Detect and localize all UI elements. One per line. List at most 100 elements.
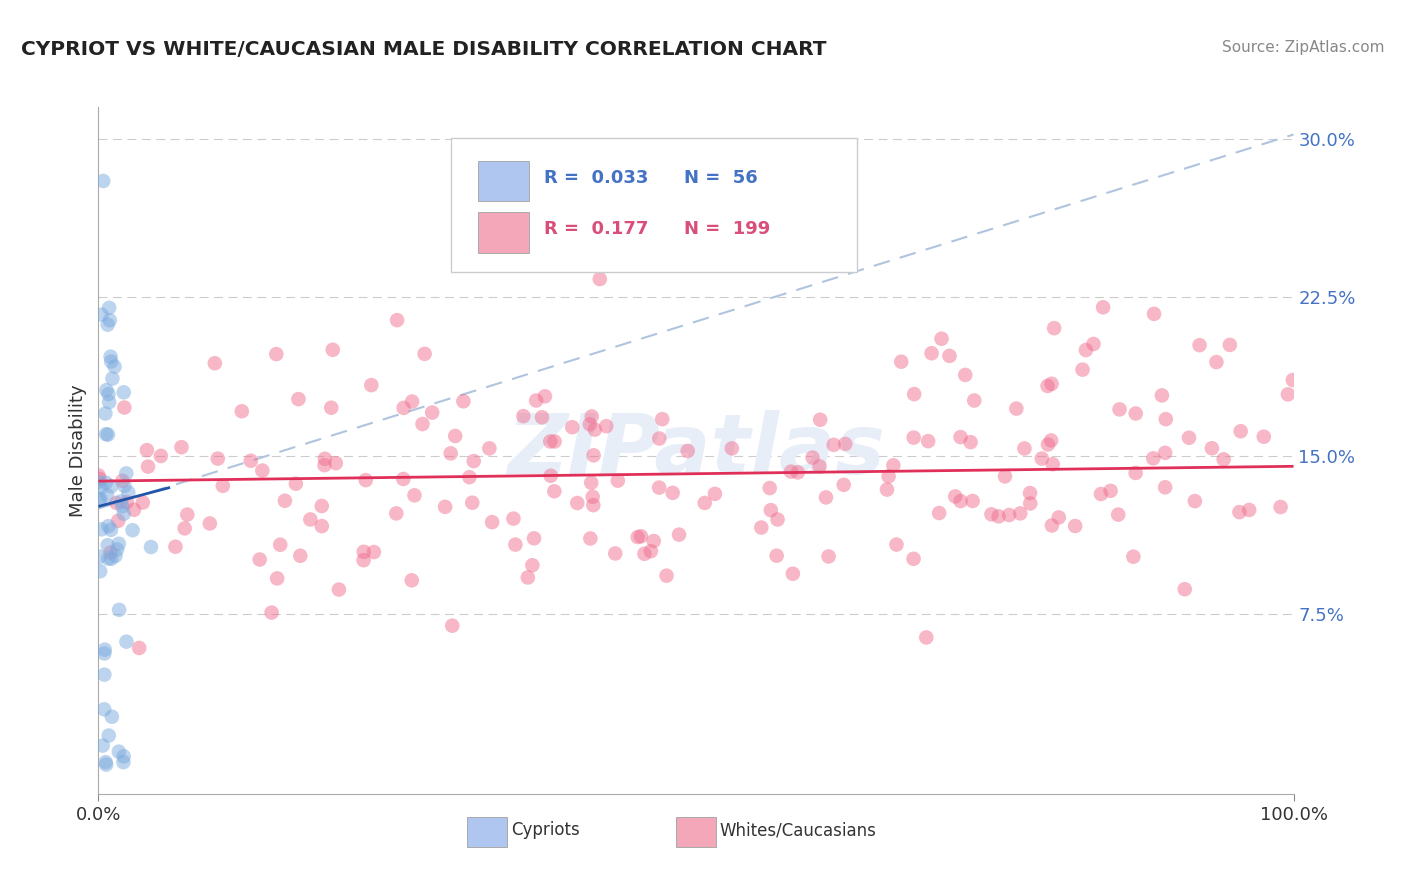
Point bbox=[582, 490, 605, 504]
Point bbox=[1092, 300, 1115, 314]
Point bbox=[1150, 388, 1173, 402]
Point bbox=[149, 449, 172, 463]
FancyBboxPatch shape bbox=[451, 138, 858, 272]
Point bbox=[651, 412, 673, 426]
Text: Cypriots: Cypriots bbox=[510, 822, 579, 839]
Text: ZIPatlas: ZIPatlas bbox=[508, 410, 884, 491]
Point bbox=[1154, 412, 1177, 426]
Point bbox=[98, 395, 121, 409]
Point bbox=[633, 547, 655, 561]
Point bbox=[589, 272, 612, 286]
Point bbox=[1036, 437, 1059, 451]
Point bbox=[1212, 452, 1234, 467]
Point bbox=[890, 355, 912, 369]
Point bbox=[1125, 466, 1147, 480]
Point bbox=[703, 487, 725, 501]
Point bbox=[207, 451, 229, 466]
Point bbox=[122, 503, 145, 517]
Point bbox=[105, 496, 128, 510]
Point bbox=[766, 512, 789, 526]
Point bbox=[94, 407, 117, 421]
Point bbox=[543, 434, 565, 449]
Point bbox=[363, 545, 385, 559]
Point bbox=[1143, 307, 1166, 321]
Point bbox=[786, 466, 808, 480]
Point bbox=[385, 313, 408, 327]
Point bbox=[107, 745, 129, 759]
Point bbox=[959, 435, 981, 450]
Point bbox=[693, 496, 716, 510]
Point bbox=[987, 509, 1010, 524]
Text: R =  0.033: R = 0.033 bbox=[544, 169, 648, 186]
Point bbox=[814, 491, 837, 505]
Point bbox=[249, 552, 271, 566]
Point bbox=[100, 523, 122, 537]
Point bbox=[758, 481, 780, 495]
Point bbox=[101, 371, 124, 385]
Point bbox=[100, 545, 122, 559]
Point bbox=[903, 387, 925, 401]
Point bbox=[411, 417, 433, 431]
Point bbox=[917, 434, 939, 449]
Point bbox=[274, 493, 297, 508]
Point bbox=[91, 739, 114, 753]
Point bbox=[93, 702, 115, 716]
Point bbox=[749, 520, 772, 534]
Point bbox=[606, 474, 628, 488]
Point bbox=[461, 496, 484, 510]
Point bbox=[266, 347, 288, 361]
Point bbox=[211, 479, 233, 493]
Point bbox=[915, 631, 938, 645]
Point bbox=[579, 417, 602, 432]
Point bbox=[648, 432, 671, 446]
Point bbox=[640, 544, 662, 558]
Point bbox=[543, 484, 565, 499]
Point bbox=[108, 603, 131, 617]
Point bbox=[886, 538, 908, 552]
Point bbox=[132, 495, 155, 509]
Point bbox=[353, 545, 375, 559]
Point bbox=[173, 521, 195, 535]
Point bbox=[401, 574, 423, 588]
Point bbox=[325, 456, 347, 470]
Point bbox=[87, 475, 110, 490]
Point bbox=[567, 496, 589, 510]
Point bbox=[834, 437, 856, 451]
Point bbox=[582, 498, 605, 512]
Point bbox=[1229, 424, 1251, 438]
Text: Whites/Caucasians: Whites/Caucasians bbox=[720, 822, 877, 839]
Point bbox=[284, 476, 307, 491]
Point bbox=[583, 423, 606, 437]
Point bbox=[314, 458, 336, 473]
Point bbox=[1253, 430, 1275, 444]
Point bbox=[314, 451, 336, 466]
Point bbox=[112, 755, 135, 769]
Point bbox=[1031, 451, 1053, 466]
Point bbox=[661, 486, 683, 500]
Point bbox=[676, 444, 699, 458]
Point bbox=[453, 394, 475, 409]
Point bbox=[1154, 480, 1177, 494]
Point bbox=[458, 470, 481, 484]
Point bbox=[103, 359, 125, 374]
Point bbox=[1099, 483, 1122, 498]
Point bbox=[311, 519, 333, 533]
Point bbox=[311, 499, 333, 513]
Point bbox=[392, 401, 415, 415]
Point bbox=[176, 508, 198, 522]
Text: CYPRIOT VS WHITE/CAUCASIAN MALE DISABILITY CORRELATION CHART: CYPRIOT VS WHITE/CAUCASIAN MALE DISABILI… bbox=[21, 40, 827, 59]
Point bbox=[89, 491, 111, 506]
Point bbox=[108, 537, 131, 551]
Point bbox=[299, 512, 322, 526]
Point bbox=[115, 634, 138, 648]
FancyBboxPatch shape bbox=[467, 816, 508, 847]
Point bbox=[1154, 446, 1177, 460]
FancyBboxPatch shape bbox=[478, 212, 529, 252]
Point bbox=[1270, 500, 1292, 514]
Point bbox=[128, 640, 150, 655]
Point bbox=[385, 507, 408, 521]
Point bbox=[512, 409, 534, 424]
Point bbox=[817, 549, 839, 564]
Point bbox=[801, 450, 824, 465]
Point bbox=[96, 488, 118, 502]
